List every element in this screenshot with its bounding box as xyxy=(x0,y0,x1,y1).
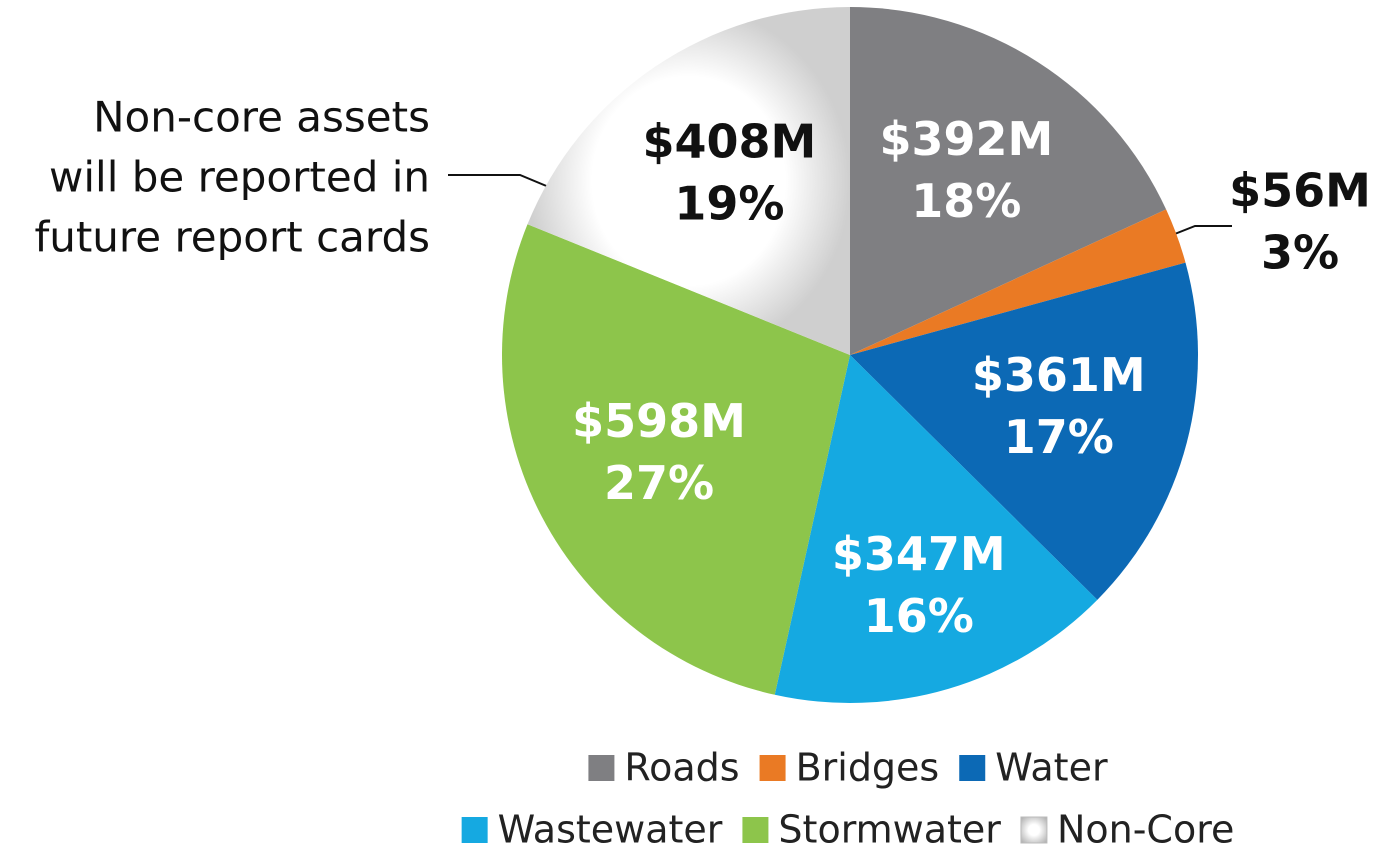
pie-slice xyxy=(850,209,1186,355)
value-label: $347M xyxy=(832,527,1006,581)
value-label: $56M xyxy=(1229,164,1371,218)
legend-label: Roads xyxy=(624,746,739,790)
value-label: $392M xyxy=(879,112,1053,166)
legend-label: Water xyxy=(995,746,1108,790)
annotation-line: future report cards xyxy=(34,213,430,262)
annotation-line: will be reported in xyxy=(49,153,430,202)
value-label: $408M xyxy=(643,115,817,169)
pie-slice xyxy=(850,7,1167,355)
legend-swatch xyxy=(1020,816,1048,844)
pie-slice xyxy=(850,262,1198,600)
legend-swatch xyxy=(759,755,786,781)
legend-swatch xyxy=(588,755,615,781)
percent-label: 3% xyxy=(1261,226,1339,280)
legend-swatch xyxy=(959,755,986,781)
legend-label: Bridges xyxy=(796,746,940,790)
legend-label: Non-Core xyxy=(1057,808,1234,848)
pie-slice xyxy=(501,224,850,695)
annotation: Non-core assets will be reported in future… xyxy=(34,93,430,262)
value-label: $361M xyxy=(972,348,1146,402)
percent-label: 18% xyxy=(911,174,1021,228)
legend-swatch xyxy=(461,817,488,843)
legend-row: Roads Bridges Water xyxy=(588,746,1108,790)
percent-label: 16% xyxy=(864,589,974,643)
legend-row: Wastewater Stormwater Non-Core xyxy=(461,808,1234,848)
pie-slice xyxy=(527,7,850,355)
legend-label: Wastewater xyxy=(498,808,723,848)
percent-label: 19% xyxy=(674,177,784,231)
value-label: $598M xyxy=(572,394,746,448)
legend-label: Stormwater xyxy=(778,808,1001,848)
percent-label: 27% xyxy=(604,456,714,510)
legend-swatch xyxy=(742,817,769,843)
pie-slice xyxy=(774,355,1098,703)
annotation-line: Non-core assets xyxy=(93,93,430,142)
percent-label: 17% xyxy=(1004,410,1114,464)
